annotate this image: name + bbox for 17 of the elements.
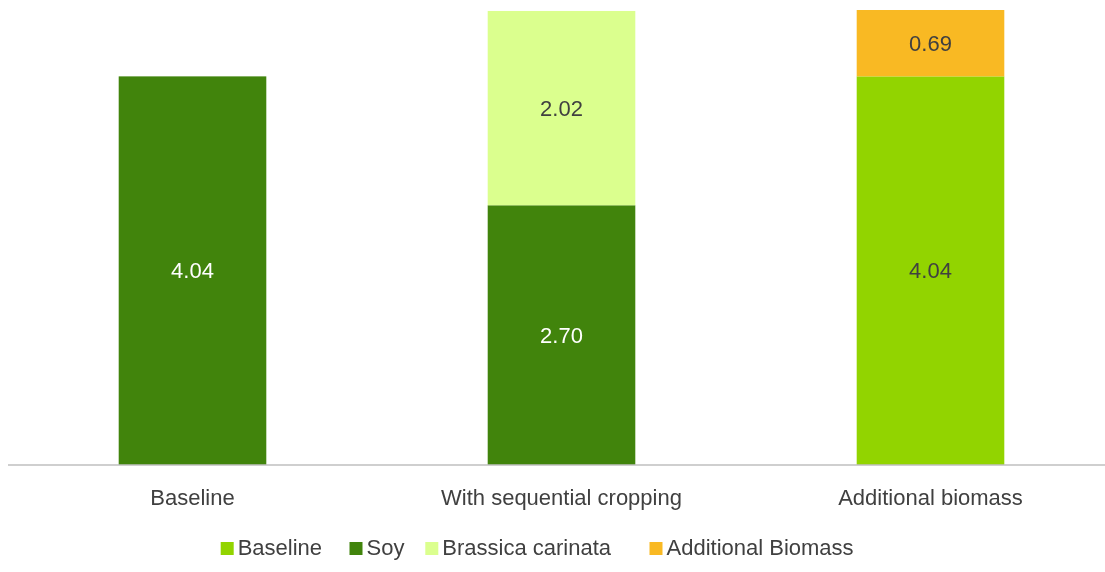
bar [487,10,636,206]
data-label: 2.02 [540,95,583,121]
data-label: 4.04 [909,258,952,284]
legend-label: Soy [366,535,405,560]
bar [118,76,267,465]
bar [856,76,1005,465]
legend-label: Baseline [237,535,323,560]
data-label: 4.04 [171,258,214,284]
data-label: 2.70 [540,322,583,348]
bar [487,205,636,465]
x-tick-label: Additional biomass [838,485,1023,510]
data-label: 0.69 [909,30,952,56]
x-tick-label: With sequential cropping [441,485,682,510]
legend-label: Brassica carinata [442,535,612,560]
legend-label: Additional Biomass [666,535,854,560]
bar [856,10,1005,77]
x-tick-label: Baseline [150,485,235,510]
